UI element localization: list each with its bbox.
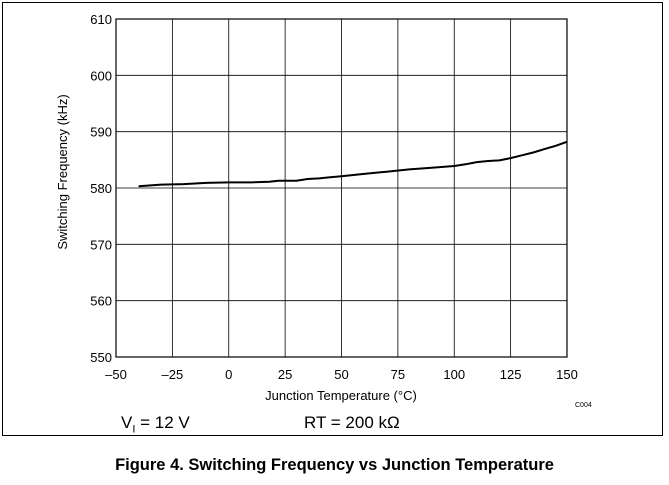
plot-area-border xyxy=(115,18,568,358)
condition-vi-value: = 12 V xyxy=(135,413,190,432)
x-tick-label: 125 xyxy=(500,367,522,382)
x-tick-label: 75 xyxy=(391,367,405,382)
figure-caption: Figure 4. Switching Frequency vs Junctio… xyxy=(115,456,554,474)
x-tick-label: 0 xyxy=(225,367,232,382)
y-tick-label: 600 xyxy=(90,68,112,83)
y-tick-label: 550 xyxy=(90,350,112,365)
condition-vi: VI = 12 V xyxy=(121,413,190,435)
condition-vi-prefix: V xyxy=(121,413,133,432)
x-tick-label: 50 xyxy=(334,367,348,382)
x-axis-label: Junction Temperature (°C) xyxy=(265,388,417,403)
condition-vi-subscript: I xyxy=(132,423,136,436)
y-tick-label: 570 xyxy=(90,237,112,252)
y-tick-label: 610 xyxy=(90,12,112,27)
x-tick-label: 100 xyxy=(443,367,465,382)
figure-code: C004 xyxy=(575,402,592,409)
x-tick-label: –25 xyxy=(162,367,184,382)
y-tick-label: 560 xyxy=(90,294,112,309)
y-tick-label: 580 xyxy=(90,181,112,196)
x-tick-label: 150 xyxy=(556,367,578,382)
y-tick-label: 590 xyxy=(90,125,112,140)
condition-rt: RT = 200 kΩ xyxy=(304,413,400,432)
x-tick-label: 25 xyxy=(278,367,292,382)
series-line xyxy=(138,140,568,188)
x-tick-label: –50 xyxy=(105,367,127,382)
figure-frame xyxy=(2,2,663,436)
chart-svg: Switching Frequency (kHz) Junction Tempe… xyxy=(55,12,578,403)
y-axis-label: Switching Frequency (kHz) xyxy=(55,94,70,249)
